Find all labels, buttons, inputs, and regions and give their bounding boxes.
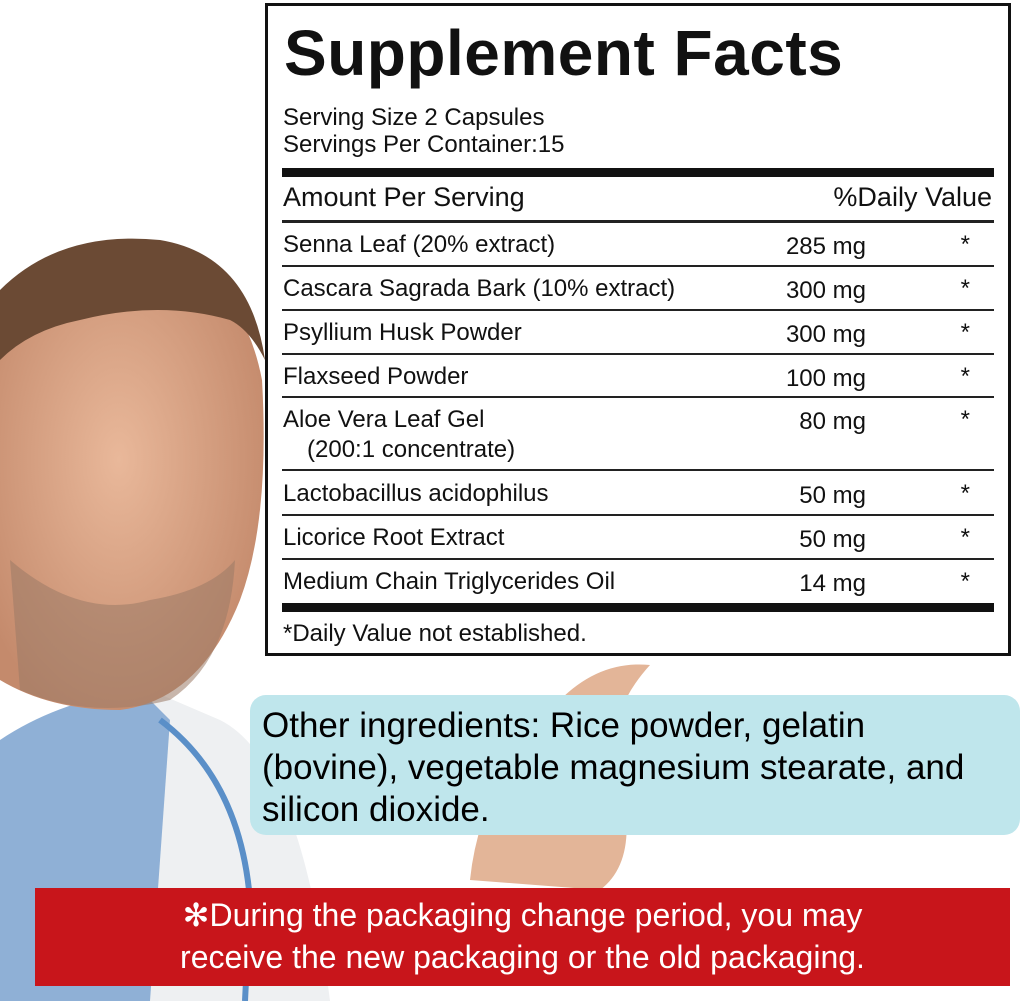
divider — [282, 220, 994, 223]
ingredient-amount: 80 mg — [799, 408, 866, 435]
daily-value: * — [960, 568, 970, 595]
table-header: Amount Per Serving %Daily Value — [283, 182, 992, 213]
ingredient-amount: 50 mg — [799, 482, 866, 509]
divider-thick — [282, 603, 994, 612]
table-row: Lactobacillus acidophilus 50 mg * — [283, 480, 992, 509]
divider — [282, 469, 994, 471]
table-row: Cascara Sagrada Bark (10% extract) 300 mg… — [283, 275, 992, 304]
ingredient-amount: 285 mg — [785, 233, 866, 260]
ingredient-amount: 300 mg — [785, 321, 866, 348]
ingredient-name: Licorice Root Extract — [283, 524, 505, 551]
daily-value: * — [960, 319, 970, 346]
ingredient-amount: 14 mg — [799, 570, 866, 597]
other-ingredients-text: Other ingredients: Rice powder, gelatin … — [262, 706, 965, 829]
table-row: Psyllium Husk Powder 300 mg * — [283, 319, 992, 348]
header-daily-value: %Daily Value — [833, 182, 992, 212]
divider — [282, 265, 994, 267]
notice-line-1: During the packaging change period, you … — [209, 897, 863, 933]
other-ingredients-box: Other ingredients: Rice powder, gelatin … — [250, 695, 1020, 835]
notice-line-2: receive the new packaging or the old pac… — [180, 939, 865, 975]
ingredient-name: Lactobacillus acidophilus — [283, 480, 549, 507]
divider — [282, 396, 994, 398]
supplement-facts-label: Supplement Facts Serving Size 2 Capsules… — [265, 3, 1011, 656]
ingredient-amount: 100 mg — [785, 365, 866, 392]
ingredient-note: (200:1 concentrate) — [307, 436, 516, 463]
divider-thick — [282, 168, 994, 177]
table-row: Aloe Vera Leaf Gel (200:1 concentrate) 80 … — [283, 406, 992, 464]
ingredient-name: Flaxseed Powder — [283, 363, 469, 390]
daily-value: * — [960, 406, 970, 433]
servings-per-container: Servings Per Container:15 — [283, 131, 565, 158]
serving-size: Serving Size 2 Capsules — [283, 104, 545, 131]
daily-value: * — [960, 275, 970, 302]
divider — [282, 558, 994, 560]
header-amount: Amount Per Serving — [283, 182, 525, 212]
ingredient-name: Senna Leaf (20% extract) — [283, 231, 556, 258]
ingredient-name: Psyllium Husk Powder — [283, 319, 522, 346]
table-row: Flaxseed Powder 100 mg * — [283, 363, 992, 392]
daily-value: * — [960, 524, 970, 551]
footnote: *Daily Value not established. — [283, 620, 587, 647]
asterisk-icon: ✻ — [182, 897, 210, 933]
ingredient-amount: 300 mg — [785, 277, 866, 304]
daily-value: * — [960, 231, 970, 258]
ingredient-name: Cascara Sagrada Bark (10% extract) — [283, 275, 676, 302]
table-row: Licorice Root Extract 50 mg * — [283, 524, 992, 553]
ingredient-amount: 50 mg — [799, 526, 866, 553]
divider — [282, 353, 994, 355]
divider — [282, 309, 994, 311]
label-title: Supplement Facts — [284, 17, 844, 89]
packaging-notice-banner: ✻During the packaging change period, you… — [35, 888, 1010, 986]
daily-value: * — [960, 480, 970, 507]
divider — [282, 514, 994, 516]
table-row: Medium Chain Triglycerides Oil 14 mg * — [283, 568, 992, 597]
daily-value: * — [960, 363, 970, 390]
table-row: Senna Leaf (20% extract) 285 mg * — [283, 231, 992, 260]
ingredient-name: Aloe Vera Leaf Gel — [283, 406, 485, 433]
ingredient-name: Medium Chain Triglycerides Oil — [283, 568, 616, 595]
